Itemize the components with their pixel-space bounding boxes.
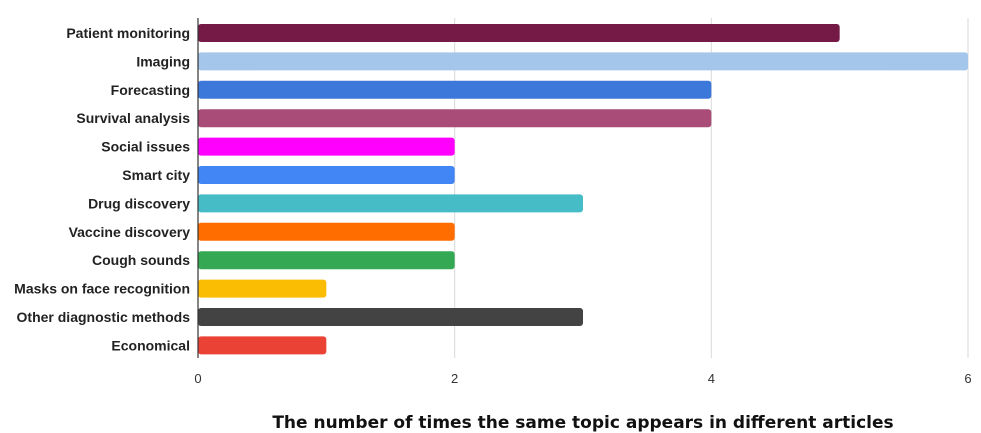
gridlines — [454, 18, 969, 358]
category-label: Other diagnostic methods — [17, 309, 191, 325]
bar-social-issues — [198, 137, 455, 156]
category-label: Smart city — [122, 167, 190, 183]
category-label: Imaging — [136, 53, 190, 69]
bar-economical — [198, 336, 327, 355]
bars — [198, 24, 968, 355]
bar-drug-discovery — [198, 194, 583, 213]
category-label: Drug discovery — [88, 195, 190, 211]
bar-cough-sounds — [198, 251, 455, 270]
bar-smart-city — [198, 166, 455, 184]
category-label: Patient monitoring — [66, 25, 190, 41]
category-label: Vaccine discovery — [69, 224, 191, 240]
bar-masks-on-face-recognition — [198, 279, 327, 298]
bar-forecasting — [198, 80, 712, 99]
bar-other-diagnostic-methods — [198, 308, 583, 326]
x-tick-labels: 0 2 4 6 — [194, 371, 971, 386]
category-label: Masks on face recognition — [14, 281, 190, 297]
bar-vaccine-discovery — [198, 222, 455, 241]
category-label: Cough sounds — [92, 252, 190, 268]
x-tick-label: 0 — [194, 371, 201, 386]
bar-imaging — [198, 52, 968, 71]
x-axis-title: The number of times the same topic appea… — [272, 413, 893, 433]
x-tick-label: 2 — [451, 371, 458, 386]
category-label: Economical — [111, 337, 190, 353]
category-labels: Patient monitoring Imaging Forecasting Surv… — [14, 25, 190, 353]
category-label: Survival analysis — [76, 110, 190, 126]
bar-survival-analysis — [198, 109, 712, 128]
bar-patient-monitoring — [198, 24, 840, 42]
category-label: Social issues — [101, 139, 190, 155]
x-tick-label: 4 — [708, 371, 715, 386]
x-tick-label: 6 — [964, 371, 971, 386]
category-label: Forecasting — [111, 82, 190, 98]
